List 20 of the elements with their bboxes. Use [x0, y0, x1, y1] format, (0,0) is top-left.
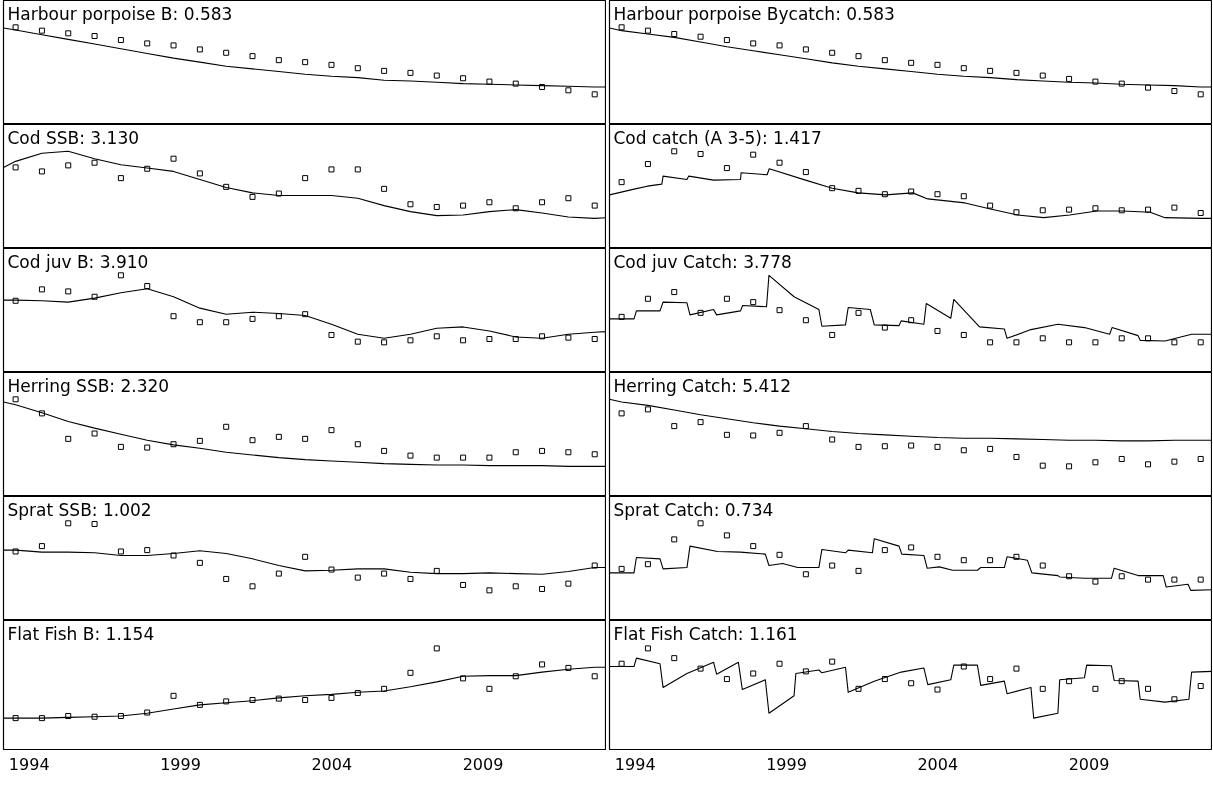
x-tick-label: 2009 [1068, 754, 1110, 774]
chart-title: Cod SSB: 3.130 [7, 127, 140, 148]
chart-title: Flat Fish B: 1.154 [7, 623, 155, 644]
x-tick-label: 1994 [614, 754, 656, 774]
x-tick-label: 1999 [160, 754, 201, 774]
chart-title: Sprat SSB: 1.002 [7, 499, 152, 520]
x-tick-label: 2004 [311, 754, 353, 774]
x-tick-label: 2004 [917, 754, 959, 774]
chart-title: Harbour porpoise Bycatch: 0.583 [613, 3, 895, 24]
chart-title: Cod juv B: 3.910 [7, 251, 149, 272]
x-tick-label: 2009 [462, 754, 504, 774]
chart-title: Cod juv Catch: 3.778 [613, 251, 792, 272]
chart-title: Cod catch (A 3-5): 1.417 [613, 127, 822, 148]
chart-title: Flat Fish Catch: 1.161 [613, 623, 798, 644]
chart-title: Herring SSB: 2.320 [7, 375, 170, 396]
x-tick-label: 1999 [766, 754, 807, 774]
chart-title: Herring Catch: 5.412 [613, 375, 791, 396]
x-tick-label: 1994 [8, 754, 50, 774]
chart-title: Harbour porpoise B: 0.583 [7, 3, 233, 24]
chart-title: Sprat Catch: 0.734 [613, 499, 774, 520]
